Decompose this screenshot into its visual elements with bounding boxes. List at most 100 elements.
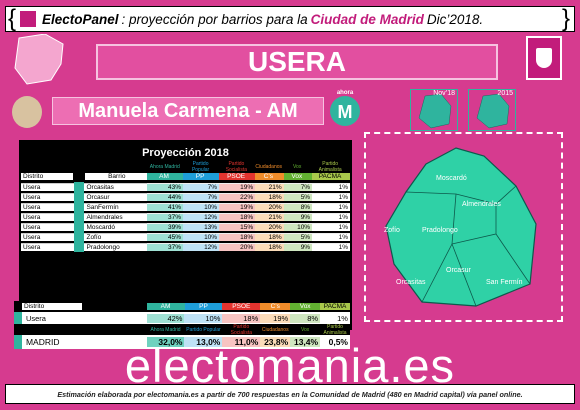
cell-barrio: Pradolongo	[84, 243, 147, 251]
cell-value: 19%	[219, 203, 256, 211]
madrid-party-label-row: Ahora Madrid Partido Popular Partido Soc…	[14, 323, 350, 336]
party-label-pp: Partido Popular	[186, 326, 221, 333]
cell-value: 1%	[312, 193, 351, 201]
table-row: Usera Moscardó 39% 13% 15% 20% 10% 1%	[21, 222, 351, 232]
candidate-name: Manuela Carmena - AM	[52, 97, 324, 125]
header-cs: C’s	[255, 173, 284, 180]
bracket-right: }	[561, 5, 570, 32]
cell-value: 1%	[312, 223, 351, 231]
footer-note: Estimación elaborada por electomania.es …	[5, 384, 575, 404]
table-title: Proyección 2018	[142, 147, 229, 159]
header-psoe: PSOE	[219, 173, 256, 180]
logo-letter: M	[337, 102, 353, 122]
cell-value: 18%	[219, 233, 256, 241]
table-row: Usera Almendrales 37% 12% 18% 21% 9% 1%	[21, 212, 351, 222]
cell-value: 43%	[146, 183, 184, 191]
summary-distrito-cell: Usera	[25, 313, 46, 323]
madrid-psoe-cell: 11,0%	[222, 337, 261, 347]
cell-value: 37%	[146, 243, 184, 251]
district-map: Moscardó Almendrales Zofío Pradolongo Or…	[364, 132, 563, 322]
map-label-almendrales: Almendrales	[462, 201, 501, 208]
summary-header-cs: C’s	[260, 303, 291, 310]
cell-distrito: Usera	[21, 183, 75, 191]
summary-pp-cell: 10%	[184, 313, 223, 323]
ahora-madrid-logo-icon: ahora M	[330, 90, 360, 126]
cell-value: 39%	[146, 223, 184, 231]
summary-header-distrito[interactable]: Distrito	[21, 303, 82, 310]
party-label-pacma: Partido Animalista	[323, 323, 347, 336]
header-vox: Vox	[283, 173, 313, 180]
cell-barrio: Moscardó	[84, 223, 147, 231]
party-label-am: Ahora Madrid	[150, 326, 181, 333]
cell-barrio: Orcasur	[84, 193, 147, 201]
party-label-vox: Vox	[300, 326, 310, 333]
mini-map-nov18: Nov’18	[410, 89, 458, 131]
mini-map-label: Nov’18	[433, 90, 455, 97]
party-label-pp: Partido Popular	[191, 160, 210, 173]
mini-map-2015: 2015	[468, 89, 516, 131]
cell-value: 15%	[219, 223, 256, 231]
cell-value: 12%	[183, 243, 220, 251]
summary-am-cell: 42%	[146, 313, 185, 323]
party-label-psoe: Partido Socialista	[230, 323, 253, 336]
cell-value: 12%	[183, 213, 220, 221]
madrid-map-icon	[5, 33, 75, 88]
brand-name: ElectoPanel	[42, 11, 119, 27]
header-pp: PP	[183, 173, 220, 180]
cell-distrito: Usera	[21, 233, 75, 241]
party-label-vox: Vox	[292, 163, 302, 170]
cell-value: 7%	[283, 183, 313, 191]
district-title: USERA	[96, 44, 498, 80]
cell-value: 19%	[219, 183, 256, 191]
title-region: Ciudad de Madrid	[310, 11, 424, 27]
header-distrito[interactable]: Distrito	[21, 173, 75, 180]
cell-distrito: Usera	[21, 203, 75, 211]
summary-vox-cell: 8%	[290, 313, 321, 323]
bracket-left: {	[8, 5, 17, 32]
party-label-cs: Ciudadanos	[261, 326, 289, 333]
cell-barrio: Almendrales	[84, 213, 147, 221]
summary-header-vox: Vox	[290, 303, 321, 310]
cell-value: 22%	[219, 193, 256, 201]
map-label-orcasur: Orcasur	[446, 267, 472, 274]
cell-value: 18%	[219, 213, 256, 221]
party-label-cs: Ciudadanos	[255, 163, 282, 170]
table-row: Usera Orcasur 44% 7% 22% 18% 5% 1%	[21, 192, 351, 202]
header-pacma: PACMA	[312, 173, 350, 180]
summary-header-am: AM	[146, 303, 185, 310]
cell-value: 18%	[255, 193, 284, 201]
cell-value: 10%	[183, 233, 220, 241]
logo-small-text: ahora	[336, 90, 354, 96]
title-bar: { ElectoPanel: proyección por barrios pa…	[5, 5, 575, 32]
cell-value: 20%	[219, 243, 256, 251]
cell-value: 21%	[255, 183, 284, 191]
cell-value: 41%	[146, 203, 184, 211]
cell-value: 21%	[255, 213, 284, 221]
header-barrio[interactable]: Barrio	[84, 173, 148, 180]
cell-value: 44%	[146, 193, 184, 201]
cell-value: 18%	[255, 233, 284, 241]
candidate-photo	[12, 96, 42, 128]
cell-value: 9%	[283, 243, 313, 251]
cell-distrito: Usera	[21, 243, 75, 251]
cell-value: 20%	[255, 223, 284, 231]
cell-value: 5%	[283, 193, 313, 201]
cell-value: 1%	[312, 203, 351, 211]
header-am: AM	[147, 173, 184, 180]
party-label-am: Ahora Madrid	[149, 163, 180, 170]
cell-value: 1%	[312, 183, 351, 191]
summary-header-row: Distrito AM PP PSOE C’s Vox PACMA	[14, 301, 350, 312]
table-body: Usera Orcasitas 43% 7% 19% 21% 7% 1% Usera Orcasu…	[21, 182, 351, 252]
table-row: Usera SanFermín 41% 10% 19% 20% 8% 1%	[21, 202, 351, 212]
madrid-label: MADRID	[25, 337, 60, 347]
cell-value: 13%	[183, 223, 220, 231]
madrid-vox-cell: 13,4%	[290, 337, 321, 347]
cell-distrito: Usera	[21, 213, 75, 221]
cell-distrito: Usera	[21, 223, 75, 231]
map-label-sanfermin: San Fermín	[486, 279, 523, 286]
madrid-am-cell: 32,0%	[146, 337, 185, 347]
table-row: Usera Zofío 45% 10% 18% 18% 5% 1%	[21, 232, 351, 242]
madrid-row: MADRID 32,0% 13,0% 11,0% 23,8% 13,4% 0,5…	[14, 335, 350, 349]
mini-map-label: 2015	[497, 90, 513, 97]
cell-value: 20%	[255, 203, 284, 211]
